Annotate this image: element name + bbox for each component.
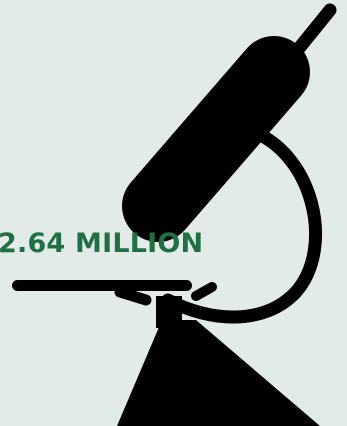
stat-value: 2.64 MILLION <box>0 228 204 259</box>
stage-bar <box>12 280 192 291</box>
